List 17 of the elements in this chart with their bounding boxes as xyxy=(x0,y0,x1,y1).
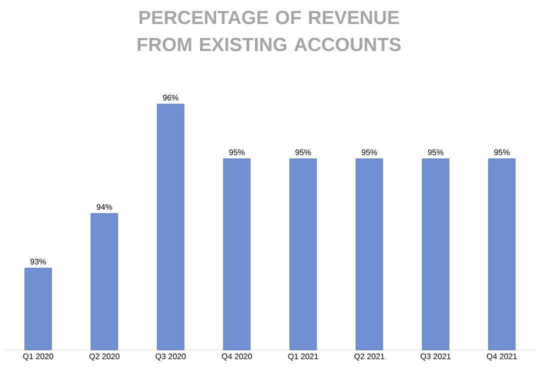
x-tick-label: Q1 2020 xyxy=(23,354,54,361)
x-tick-label: Q1 2021 xyxy=(288,354,318,361)
x-tick-label: Q2 2021 xyxy=(354,354,384,361)
x-tick-label: Q4 2020 xyxy=(222,354,252,361)
x-tick-label: Q4 2021 xyxy=(486,354,517,361)
data-label: 95% xyxy=(428,149,444,156)
data-label: 95% xyxy=(229,149,245,156)
data-label: 95% xyxy=(494,149,510,156)
data-label: 95% xyxy=(362,149,378,156)
data-label: 94% xyxy=(96,204,112,210)
x-tick-label: Q3 2020 xyxy=(156,354,186,361)
data-label: 96% xyxy=(162,94,178,100)
chart-title: PERCENTAGE OF REVENUE FROM EXISTING ACCOUNTS xyxy=(138,10,401,52)
data-label: 95% xyxy=(295,149,311,156)
data-label: 93% xyxy=(30,258,46,264)
x-tick-label: Q3 2021 xyxy=(420,354,451,361)
x-tick-label: Q2 2020 xyxy=(89,354,120,361)
